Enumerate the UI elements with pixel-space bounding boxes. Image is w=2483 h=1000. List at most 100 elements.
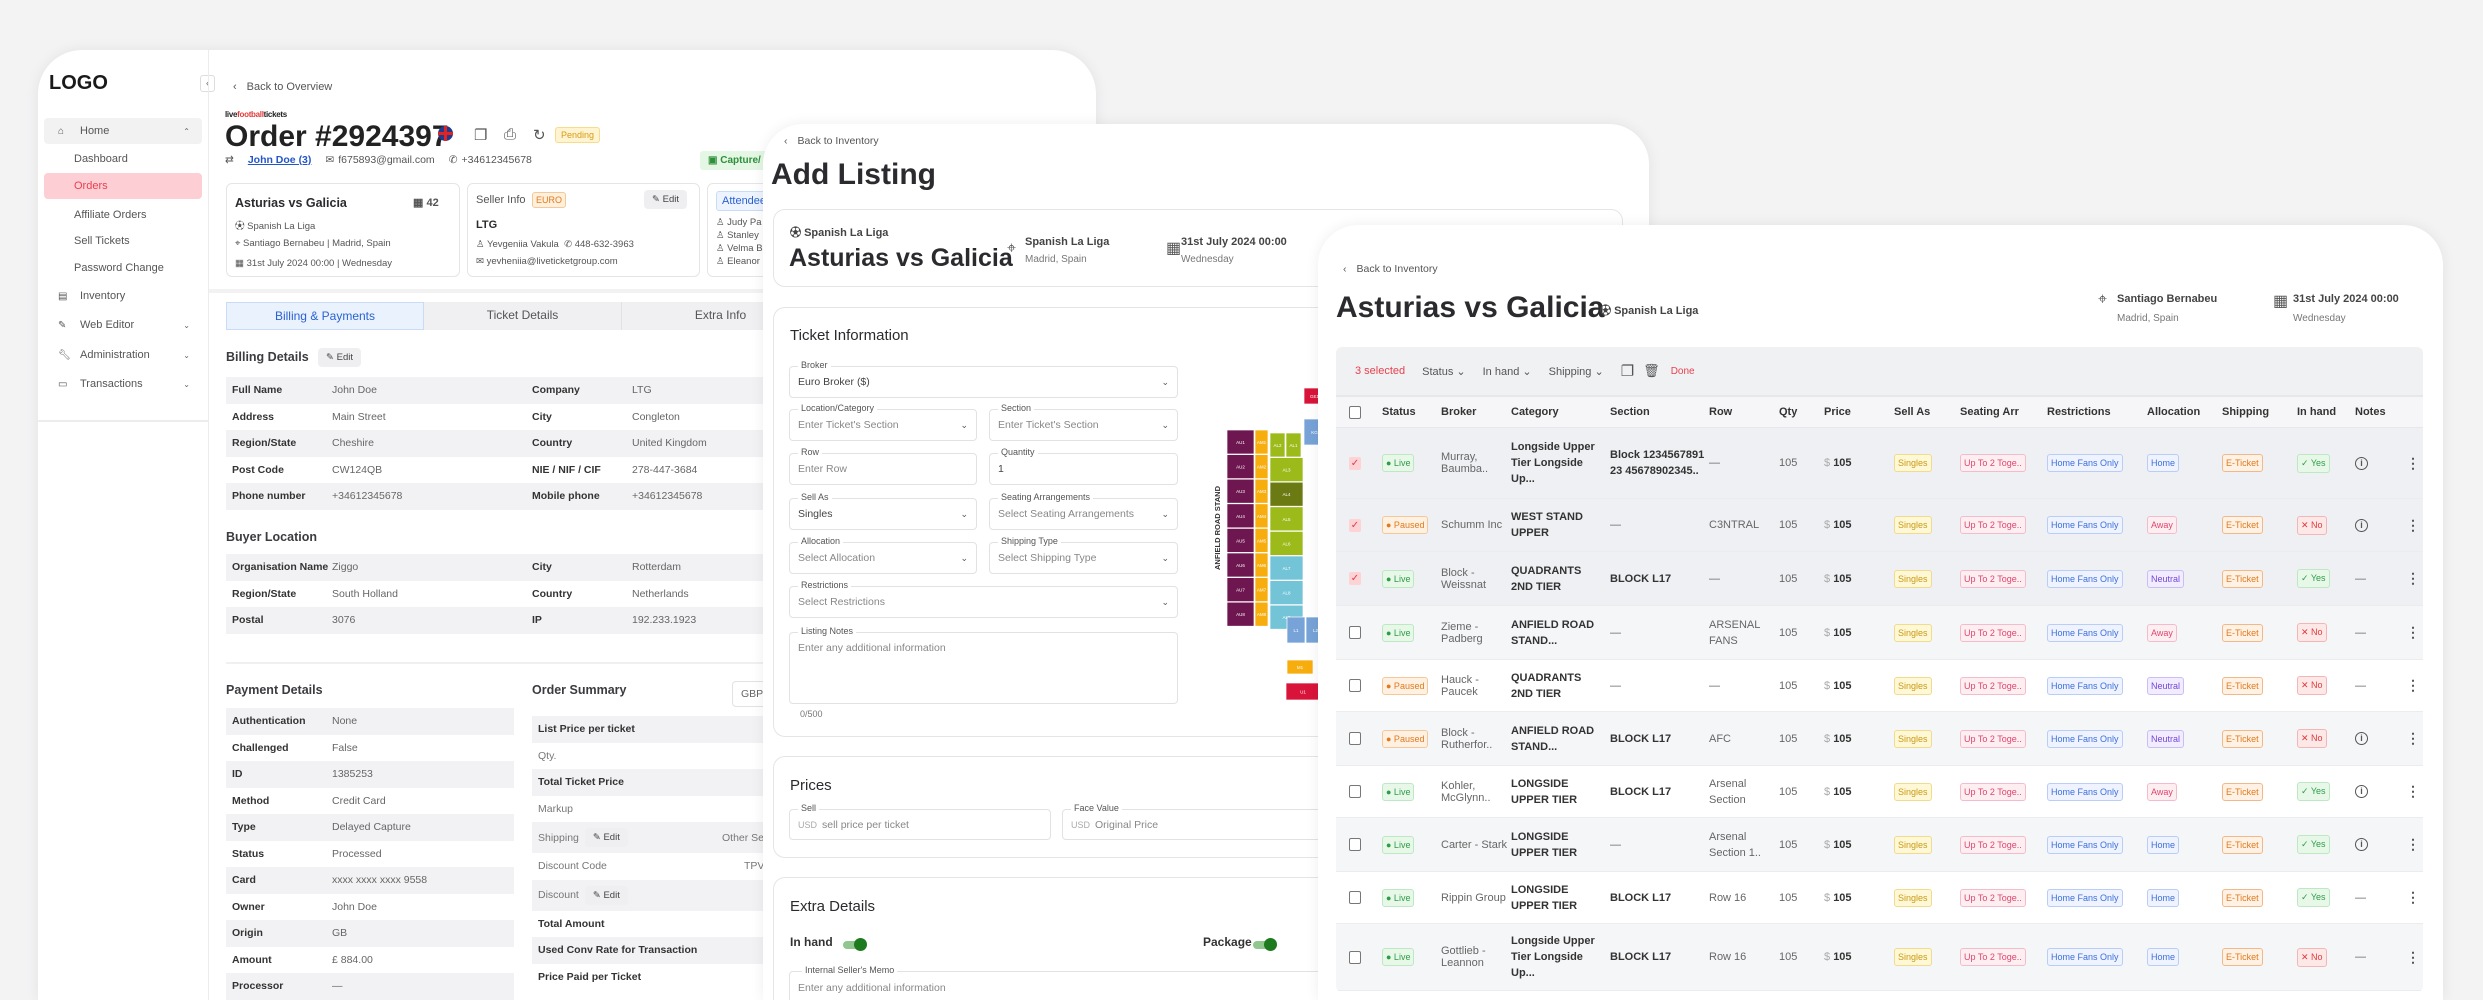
more-options-icon[interactable]: ⋮ [2406, 624, 2420, 640]
row-checkbox[interactable] [1349, 950, 1361, 964]
map-block[interactable] [1226, 601, 1255, 627]
info-icon[interactable]: i [2355, 518, 2368, 532]
map-block[interactable] [1254, 429, 1269, 455]
row-checkbox[interactable] [1349, 626, 1361, 639]
attendee-tab[interactable]: Attendee [716, 191, 773, 211]
map-block[interactable] [1254, 478, 1269, 504]
sidebar-item-sell-tickets[interactable]: Sell Tickets [44, 228, 202, 254]
table-row[interactable]: ● Paused Hauck - Paucek QUADRANTS 2ND TIER… [1336, 660, 2423, 712]
copy-icon[interactable]: ❐ [1620, 363, 1635, 380]
print-icon[interactable]: ⎙ [504, 126, 517, 143]
more-options-icon[interactable]: ⋮ [2406, 570, 2420, 586]
info-icon[interactable]: i [2355, 785, 2368, 798]
map-block[interactable] [1269, 506, 1304, 532]
map-block[interactable] [1226, 577, 1255, 602]
map-block[interactable] [1285, 432, 1302, 458]
sidebar-item-dashboard[interactable]: Dashboard [44, 146, 202, 172]
row-checkbox[interactable] [1349, 838, 1361, 851]
in-hand-filter[interactable]: In hand ⌄ [1483, 365, 1532, 378]
allocation-select[interactable]: Allocation Select Allocation ⌄ [789, 536, 977, 574]
edit-seller-button[interactable]: ✎ Edit [644, 190, 687, 209]
tab-billing-payments[interactable]: Billing & Payments [226, 302, 424, 330]
map-block[interactable] [1254, 552, 1269, 578]
sidebar-item-home[interactable]: ⌂ Home ⌃ [44, 118, 202, 144]
table-row[interactable]: ✓ ● Paused Schumm Inc WEST STAND UPPER — C3NT… [1336, 499, 2423, 552]
row-checkbox[interactable]: ✓ [1349, 518, 1361, 532]
table-row[interactable]: ● Live Zieme - Padberg ANFIELD ROAD STAND.… [1336, 606, 2423, 660]
sidebar-item-inventory[interactable]: ▤ Inventory [44, 283, 202, 309]
more-options-icon[interactable]: ⋮ [2406, 730, 2420, 746]
more-options-icon[interactable]: ⋮ [2406, 948, 2420, 965]
listing-notes-field[interactable]: Listing Notes Enter any additional inform… [789, 626, 1178, 704]
map-block[interactable] [1254, 528, 1269, 553]
quantity-input[interactable]: Quantity 1 [989, 447, 1178, 485]
map-block[interactable] [1286, 659, 1314, 675]
location-category-select[interactable]: Location/Category Enter Ticket's Section ⌄ [789, 403, 977, 441]
map-block[interactable] [1226, 454, 1255, 479]
sidebar-item-password-change[interactable]: Password Change [44, 255, 202, 281]
map-block[interactable] [1226, 503, 1255, 529]
seller-memo-field[interactable]: Internal Seller's Memo Enter any addition… [789, 965, 1623, 1000]
row-checkbox[interactable] [1349, 785, 1361, 798]
table-row[interactable]: ✓ ● Live Block - Weissnat QUADRANTS 2ND TIE… [1336, 552, 2423, 606]
row-checkbox[interactable] [1349, 891, 1361, 904]
seating-arrangements-select[interactable]: Seating Arrangements Select Seating Arran… [989, 492, 1178, 530]
map-block[interactable] [1269, 555, 1304, 581]
sell-as-select[interactable]: Sell As Singles ⌄ [789, 492, 977, 530]
row-checkbox[interactable]: ✓ [1349, 572, 1361, 585]
table-row[interactable]: ● Live Kohler, McGlynn.. LONGSIDE UPPER TI… [1336, 766, 2423, 818]
stadium-map[interactable]: AU1 AU2 AU3 AU4 AU5 AU6 AU7 AU8 AM1 AM2 AM3 AM4 AM5 A… [1203, 379, 1333, 709]
customer-link[interactable]: John Doe (3) [247, 154, 312, 166]
row-checkbox[interactable]: ✓ [1349, 456, 1361, 470]
info-icon[interactable]: i [2355, 732, 2368, 745]
sidebar-item-web-editor[interactable]: ✎ Web Editor ⌄ [44, 312, 202, 338]
sell-price-input[interactable]: Sell USD sell price per ticket [789, 803, 1051, 840]
back-to-overview-link[interactable]: ‹ Back to Overview [233, 81, 332, 93]
row-checkbox[interactable] [1349, 732, 1361, 745]
map-block[interactable] [1226, 429, 1255, 455]
edit-billing-button[interactable]: ✎ Edit [318, 348, 361, 367]
table-row[interactable]: ● Paused Block - Rutherfor.. ANFIELD ROAD … [1336, 712, 2423, 766]
in-hand-toggle[interactable] [843, 938, 867, 951]
restrictions-select[interactable]: Restrictions Select Restrictions ⌄ [789, 580, 1178, 618]
row-checkbox[interactable] [1349, 679, 1361, 692]
shipping-filter[interactable]: Shipping ⌄ [1549, 365, 1604, 378]
shipping-type-select[interactable]: Shipping Type Select Shipping Type ⌄ [989, 536, 1178, 574]
more-options-icon[interactable]: ⋮ [2406, 677, 2420, 693]
table-row[interactable]: ● Live Carter - Stark LONGSIDE UPPER TIER —… [1336, 818, 2423, 872]
map-block[interactable] [1286, 616, 1306, 644]
table-row[interactable]: ● Live Rippin Group LONGSIDE UPPER TIER BLO… [1336, 872, 2423, 924]
done-button[interactable]: Done [1670, 365, 1695, 377]
sidebar-item-administration[interactable]: 🔧︎ Administration ⌄ [44, 342, 202, 368]
edit-button[interactable]: ✎ Edit [584, 885, 628, 905]
more-options-icon[interactable]: ⋮ [2406, 836, 2420, 852]
broker-select[interactable]: Broker Euro Broker ($) ⌄ [789, 360, 1178, 398]
map-block[interactable] [1254, 601, 1269, 627]
edit-button[interactable]: ✎ Edit [584, 828, 628, 847]
back-to-inventory-link[interactable]: ‹ Back to Inventory [1343, 263, 1438, 275]
map-block[interactable] [1269, 481, 1304, 507]
table-row[interactable]: ● Live Gottlieb - Leannon Longside Upper T… [1336, 924, 2423, 991]
status-filter[interactable]: Status ⌄ [1422, 365, 1465, 378]
info-icon[interactable]: i [2355, 456, 2368, 470]
refresh-icon[interactable]: ↻ [533, 127, 546, 144]
map-block[interactable] [1269, 580, 1304, 605]
copy-icon[interactable]: ❐ [474, 127, 488, 144]
sidebar-item-affiliate-orders[interactable]: Affiliate Orders [44, 202, 202, 228]
tab-ticket-details[interactable]: Ticket Details [424, 302, 622, 330]
more-options-icon[interactable]: ⋮ [2406, 516, 2420, 533]
sidebar-item-orders[interactable]: Orders [44, 173, 202, 199]
collapse-sidebar-button[interactable]: ‹ [200, 75, 215, 92]
row-input[interactable]: Row Enter Row [789, 447, 977, 485]
package-toggle[interactable] [1253, 938, 1277, 951]
sidebar-item-transactions[interactable]: ▭ Transactions ⌄ [44, 371, 202, 397]
info-icon[interactable]: i [2355, 838, 2368, 851]
map-block[interactable] [1269, 531, 1304, 556]
map-block[interactable] [1269, 457, 1304, 482]
map-block[interactable] [1254, 454, 1269, 479]
trash-icon[interactable]: 🗑︎ [1643, 363, 1660, 378]
more-options-icon[interactable]: ⋮ [2406, 783, 2420, 799]
more-options-icon[interactable]: ⋮ [2406, 454, 2420, 471]
map-block[interactable] [1254, 503, 1269, 529]
select-all-checkbox[interactable] [1349, 405, 1361, 419]
